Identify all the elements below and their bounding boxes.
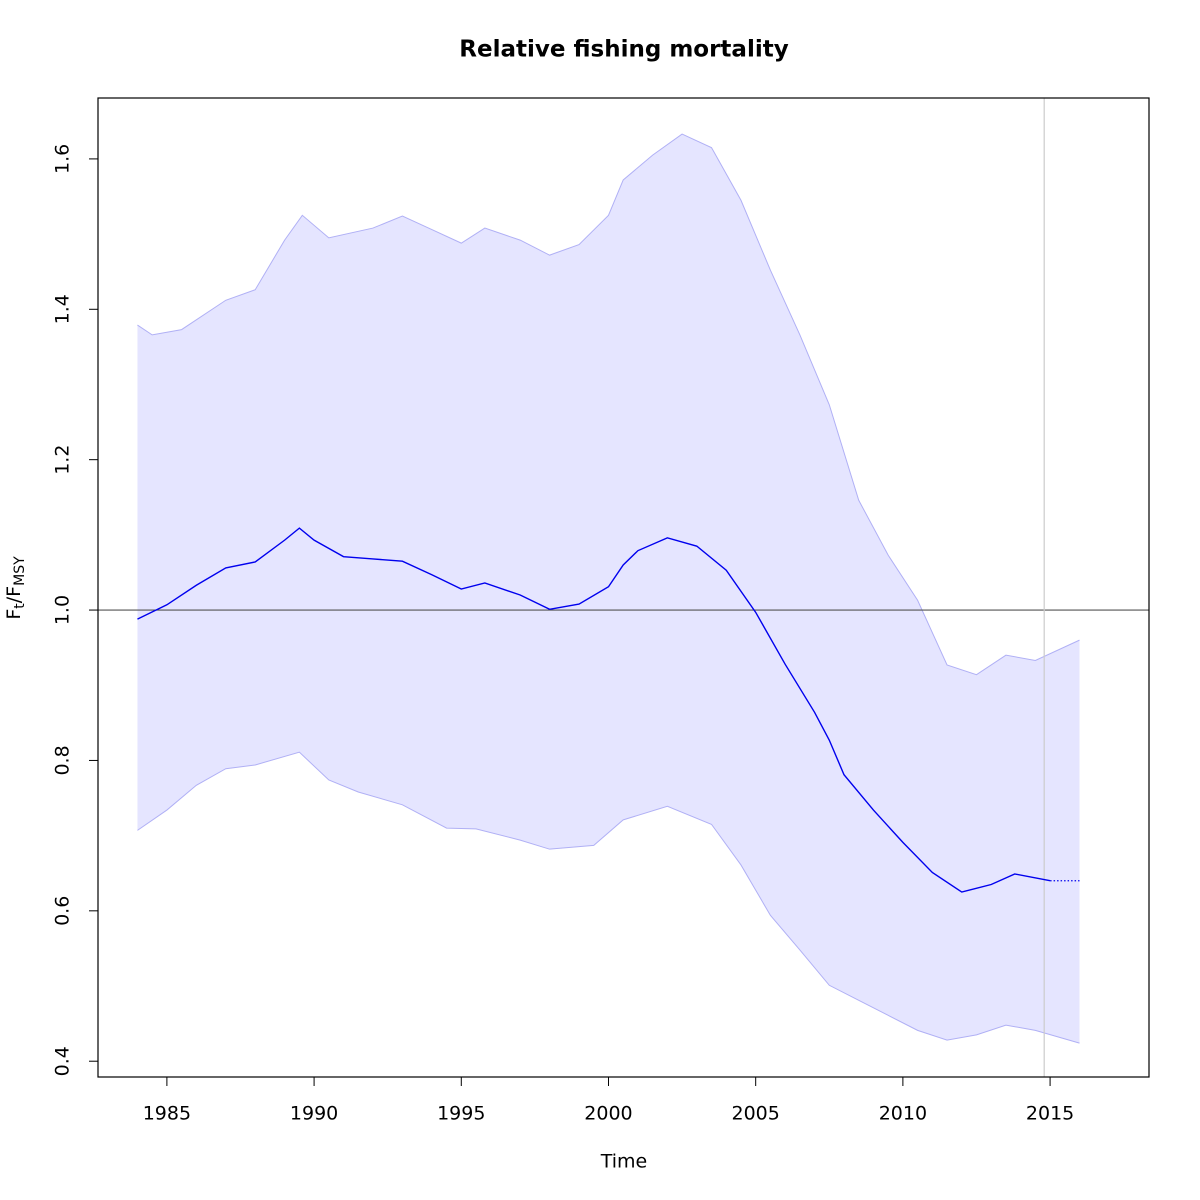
y-label-part: /F	[3, 586, 25, 603]
x-axis-label: Time	[600, 1151, 648, 1173]
y-tick-label: 0.4	[52, 1046, 74, 1076]
upper-bound	[137, 133, 1080, 676]
y-tick-label: 1.2	[52, 445, 74, 475]
y-tick-label: 1.6	[52, 144, 74, 174]
x-tick-label: 1990	[290, 1103, 338, 1125]
lower-bound	[137, 751, 1080, 1044]
x-tick-label: 1985	[143, 1103, 191, 1125]
x-tick-label: 1995	[437, 1103, 485, 1125]
estimate-line	[137, 527, 1051, 893]
y-axis-label: Ft/FMSY	[3, 556, 28, 620]
chart-title: Relative fishing mortality	[459, 37, 788, 63]
y-tick-label: 1.4	[52, 294, 74, 324]
y-tick-label: 1.0	[52, 595, 74, 625]
x-tick-label: 2005	[732, 1103, 780, 1125]
y-tick-label: 0.8	[52, 745, 74, 775]
x-tick-label: 2000	[584, 1103, 632, 1125]
confidence-band	[137, 134, 1080, 1044]
y-label-part: F	[3, 609, 25, 620]
y-tick-label: 0.6	[52, 896, 74, 926]
y-label-part: t	[12, 603, 28, 609]
y-label-part: MSY	[12, 556, 28, 586]
x-tick-label: 2010	[879, 1103, 927, 1125]
x-tick-label: 2015	[1026, 1103, 1074, 1125]
plot-area	[98, 98, 1149, 1077]
